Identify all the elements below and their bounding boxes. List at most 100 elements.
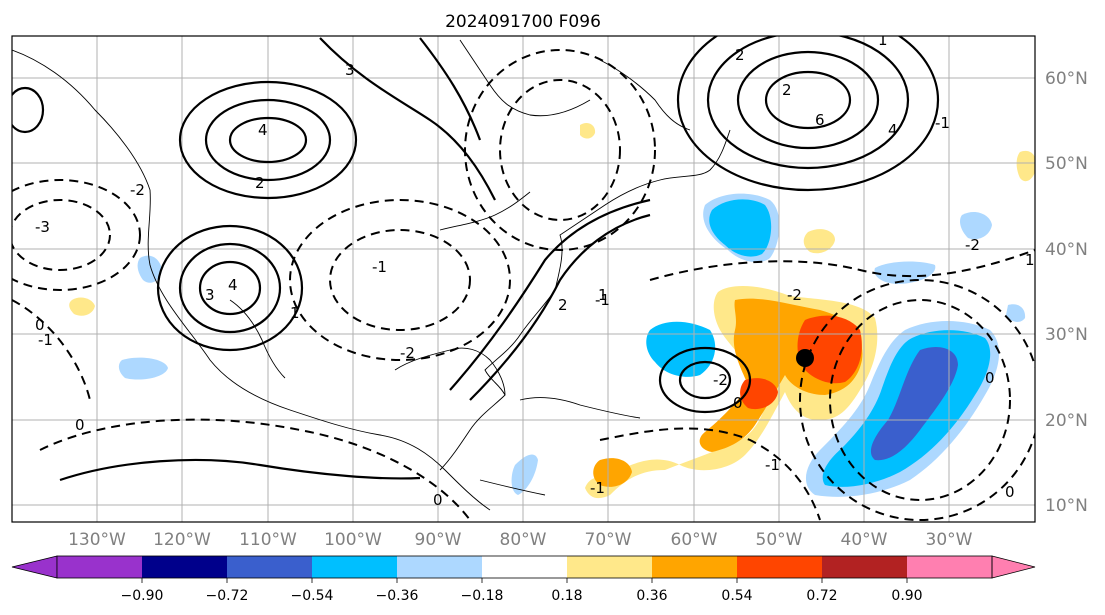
contour-label: 0 <box>733 394 743 412</box>
map-panel: 3 4 2 1 4 3 2 1 6 4 2 1 1 2 -1 -2 -3 -2 … <box>11 31 1036 523</box>
graticule <box>12 36 1035 522</box>
contour-label: -1 <box>935 114 950 132</box>
contour-label: 6 <box>815 111 825 129</box>
contour-label: 1 <box>290 304 300 322</box>
shade-negative-small3 <box>874 261 936 284</box>
contour-label: 0 <box>35 316 45 334</box>
lon-label: 120°W <box>153 530 211 550</box>
colorbar-segment <box>567 556 652 578</box>
contour-label: 1 <box>598 286 608 304</box>
colorbar-segment <box>737 556 822 578</box>
colorbar-tick-label: 0.36 <box>636 588 667 604</box>
shade-negative-small6 <box>1006 304 1026 322</box>
contour-label: -1 <box>38 331 53 349</box>
lat-label: 50°N <box>1045 154 1088 174</box>
contour-label: 0 <box>1005 483 1015 501</box>
shade-positive-small5 <box>580 122 596 139</box>
colorbar-segment <box>227 556 312 578</box>
contour-label: -1 <box>590 479 605 497</box>
contour-label: 1 <box>1025 251 1035 269</box>
lon-label: 110°W <box>239 530 297 550</box>
colorbar-segment <box>142 556 227 578</box>
contour-label: -1 <box>372 258 387 276</box>
lon-label: 70°W <box>585 530 632 550</box>
colorbar-tick-label: −0.36 <box>376 588 419 604</box>
colorbar-segment <box>57 556 142 578</box>
colorbar-ticks <box>141 578 908 583</box>
lon-label: 130°W <box>68 530 126 550</box>
contour-label: 0 <box>985 369 995 387</box>
contour-label: -2 <box>400 344 415 362</box>
contour-label: -1 <box>765 456 780 474</box>
colorbar-segment <box>312 556 397 578</box>
contour-label: 0 <box>433 491 443 509</box>
contour-label: 4 <box>888 121 898 139</box>
shade-positive-small1 <box>593 458 632 487</box>
contours-positive <box>12 36 940 482</box>
lon-label: 40°W <box>841 530 888 550</box>
shade-positive-small4 <box>69 297 95 316</box>
contour-label: 3 <box>345 61 355 79</box>
lon-label: 50°W <box>756 530 803 550</box>
lon-label: 80°W <box>500 530 547 550</box>
lon-label: 100°W <box>324 530 382 550</box>
colorbar-segment <box>652 556 737 578</box>
colorbar-extend-low <box>11 555 58 579</box>
lat-label: 30°N <box>1045 325 1088 345</box>
longitude-labels: 130°W 120°W 110°W 100°W 90°W 80°W 70°W 6… <box>68 530 973 550</box>
colorbar-segment <box>397 556 482 578</box>
shade-positive-small3 <box>803 229 835 254</box>
shade-positive-small2 <box>1016 150 1035 182</box>
contour-label: 2 <box>558 296 568 314</box>
colorbar-tick-label: 0.54 <box>721 588 752 604</box>
contour-label: 2 <box>782 81 792 99</box>
latitude-labels: 60°N 50°N 40°N 30°N 20°N 10°N <box>1045 69 1088 516</box>
lon-label: 30°W <box>926 530 973 550</box>
contour-label: -2 <box>713 371 728 389</box>
colorbar-tick-label: −0.90 <box>121 588 164 604</box>
contour-label: -2 <box>965 236 980 254</box>
contours-negative <box>12 49 1035 521</box>
colorbar-tick-label: 0.18 <box>551 588 582 604</box>
contour-label: 1 <box>878 31 888 49</box>
contour-label: 2 <box>735 46 745 64</box>
shaded-anomaly-fields <box>69 122 1035 499</box>
map-border <box>11 35 1036 523</box>
contour-label: 4 <box>228 276 238 294</box>
shade-negative-small1 <box>118 357 168 380</box>
contour-label: 3 <box>205 286 215 304</box>
contour-label: 2 <box>255 174 265 192</box>
shade-negative-small2 <box>137 255 162 283</box>
contour-label: -2 <box>787 286 802 304</box>
colorbar-tick-label: −0.18 <box>461 588 504 604</box>
shade-negative-small5 <box>511 454 538 495</box>
contour-label: -3 <box>35 218 50 236</box>
storm-center-marker <box>796 349 814 367</box>
shade-negative-southeast-054 <box>870 346 958 461</box>
shade-positive-054 <box>797 315 862 384</box>
contour-label: -1 <box>595 291 610 309</box>
colorbar-extend-high <box>991 555 1036 579</box>
lat-label: 60°N <box>1045 69 1088 89</box>
shade-negative-neast-036 <box>709 199 772 257</box>
lon-label: 90°W <box>415 530 462 550</box>
colorbar-segment <box>822 556 907 578</box>
lon-label: 60°W <box>671 530 718 550</box>
colorbar-tick-label: −0.54 <box>291 588 334 604</box>
lat-label: 40°N <box>1045 240 1088 260</box>
shade-negative-small4 <box>960 211 992 240</box>
colorbar-segment <box>907 556 992 578</box>
map-title: 2024091700 F096 <box>445 12 601 32</box>
contour-label: 4 <box>258 121 268 139</box>
colorbar: −0.90 −0.72 −0.54 −0.36 −0.18 0.18 0.36 … <box>11 555 1036 604</box>
colorbar-tick-label: 0.90 <box>891 588 922 604</box>
contour-label: 0 <box>75 416 85 434</box>
contour-label: -2 <box>130 181 145 199</box>
colorbar-segment <box>482 556 567 578</box>
colorbar-tick-label: 0.72 <box>806 588 837 604</box>
colorbar-tick-label: −0.72 <box>206 588 249 604</box>
lat-label: 10°N <box>1045 496 1088 516</box>
contour-labels: 3 4 2 1 4 3 2 1 6 4 2 1 1 2 -1 -2 -3 -2 … <box>35 31 1035 509</box>
lat-label: 20°N <box>1045 411 1088 431</box>
